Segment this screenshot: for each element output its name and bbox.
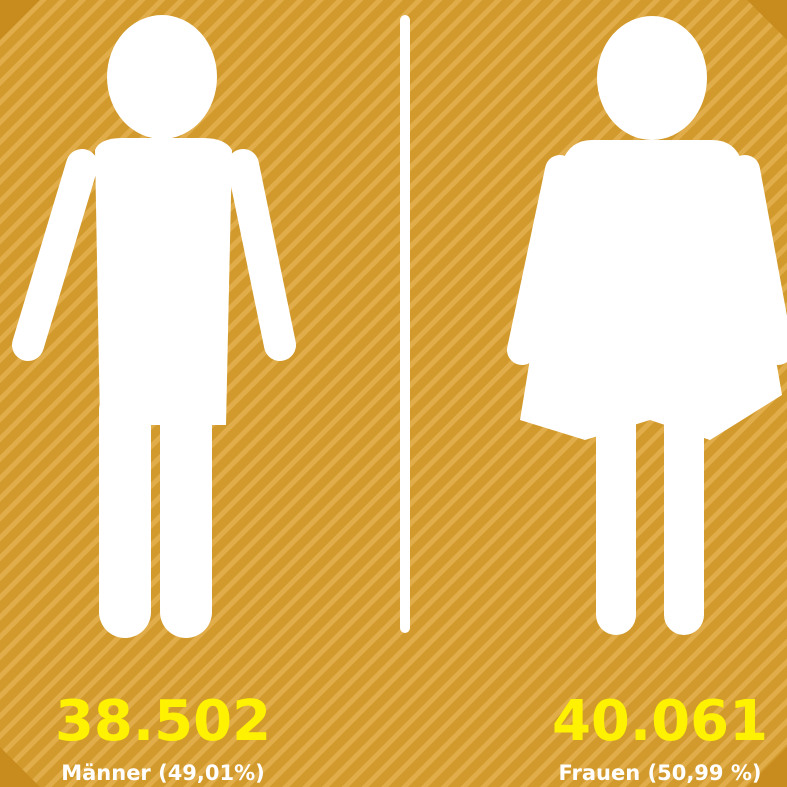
- men-label: Männer (49,01%): [61, 761, 265, 785]
- corner: [0, 0, 40, 40]
- women-label: Frauen (50,99 %): [559, 761, 762, 785]
- woman-icon: [507, 16, 787, 635]
- men-count: 38.502: [55, 689, 271, 754]
- corner: [747, 747, 787, 787]
- corner: [0, 747, 40, 787]
- women-count: 40.061: [552, 689, 768, 754]
- corner: [747, 0, 787, 40]
- man-icon: [12, 15, 296, 638]
